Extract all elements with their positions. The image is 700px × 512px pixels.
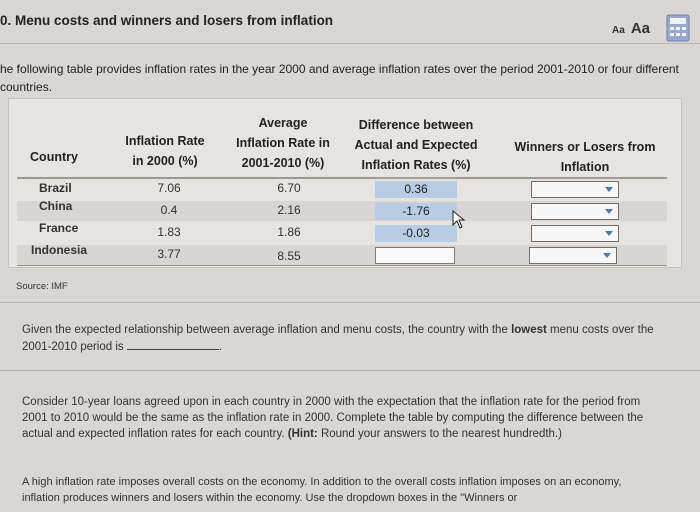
rate-2000: 7.06 — [157, 181, 181, 195]
difference-input[interactable]: 0.36 — [375, 181, 457, 198]
inflation-table: Country Inflation Rate in 2000 (%) Avera… — [8, 98, 682, 268]
header-rate2000-line1: Inflation Rate — [125, 134, 205, 148]
header-diff-line1: Difference between — [358, 118, 474, 132]
header-avg-line2: Inflation Rate in — [236, 136, 330, 150]
country-name: China — [39, 199, 73, 213]
header-avg-line3: 2001-2010 (%) — [241, 156, 325, 170]
difference-input[interactable]: -0.03 — [375, 225, 457, 242]
rate-2000: 3.77 — [157, 247, 181, 261]
row-stripe — [17, 201, 667, 221]
avg-rate: 1.86 — [277, 225, 301, 239]
header-diff-line2: Actual and Expected — [354, 138, 478, 152]
header-rate2000-line2: in 2000 (%) — [132, 154, 198, 168]
table-bottom-line — [17, 265, 667, 266]
chevron-down-icon — [603, 253, 611, 258]
section-divider — [0, 302, 700, 303]
instruction-compute-difference: Consider 10-year loans agreed upon in ea… — [22, 394, 662, 442]
font-size-controls: Aa Aa — [612, 20, 650, 37]
chevron-down-icon — [605, 231, 613, 236]
question-title: 0. Menu costs and winners and losers fro… — [0, 13, 334, 28]
country-name: France — [39, 221, 79, 235]
question-lowest-menu-costs: Given the expected relationship between … — [22, 322, 662, 355]
question-emphasis: lowest — [511, 324, 547, 336]
intro-text: he following table provides inflation ra… — [0, 62, 679, 94]
instruction-text: Consider 10-year loans agreed upon in ea… — [22, 396, 644, 440]
question-end: . — [218, 341, 223, 353]
difference-input[interactable] — [375, 247, 455, 264]
difference-input[interactable]: -1.76 — [375, 203, 457, 220]
question-text: Given the expected relationship between … — [22, 324, 512, 336]
lowest-menu-costs-blank[interactable] — [126, 338, 219, 350]
rate-2000: 0.4 — [160, 203, 178, 217]
header-winners-line1: Winners or Losers from — [514, 140, 656, 154]
hint-label: (Hint: — [287, 428, 318, 440]
winners-losers-dropdown[interactable] — [531, 203, 619, 220]
winners-losers-dropdown[interactable] — [531, 181, 619, 198]
calculator-icon[interactable] — [666, 14, 690, 42]
avg-rate: 2.16 — [277, 203, 301, 217]
font-size-small-button[interactable]: Aa — [612, 25, 625, 36]
avg-rate: 6.70 — [277, 181, 301, 195]
chevron-down-icon — [605, 187, 613, 192]
source-note: Source: IMF — [16, 281, 68, 292]
font-size-large-button[interactable]: Aa — [630, 20, 650, 37]
hint-text: Round your answers to the nearest hundre… — [317, 428, 562, 440]
rate-2000: 1.83 — [157, 225, 181, 239]
country-name: Brazil — [39, 181, 72, 195]
header-divider — [17, 177, 667, 179]
mouse-cursor-icon — [452, 210, 466, 229]
header-country: Country — [30, 150, 78, 164]
avg-rate: 8.55 — [277, 249, 301, 263]
header-avg-line1: Average — [258, 116, 308, 130]
chevron-down-icon — [605, 209, 613, 214]
section-divider — [0, 370, 700, 371]
header-winners-line2: Inflation — [560, 160, 610, 174]
instruction-winners-losers: A high inflation rate imposes overall co… — [22, 476, 622, 504]
country-name: Indonesia — [31, 243, 88, 257]
winners-losers-dropdown[interactable] — [529, 247, 617, 264]
header-diff-line3: Inflation Rates (%) — [361, 158, 471, 172]
title-divider — [0, 43, 700, 44]
question-text: menu costs over the 2001-2010 period is — [22, 324, 654, 353]
winners-losers-dropdown[interactable] — [531, 225, 619, 242]
row-stripe — [17, 245, 667, 265]
